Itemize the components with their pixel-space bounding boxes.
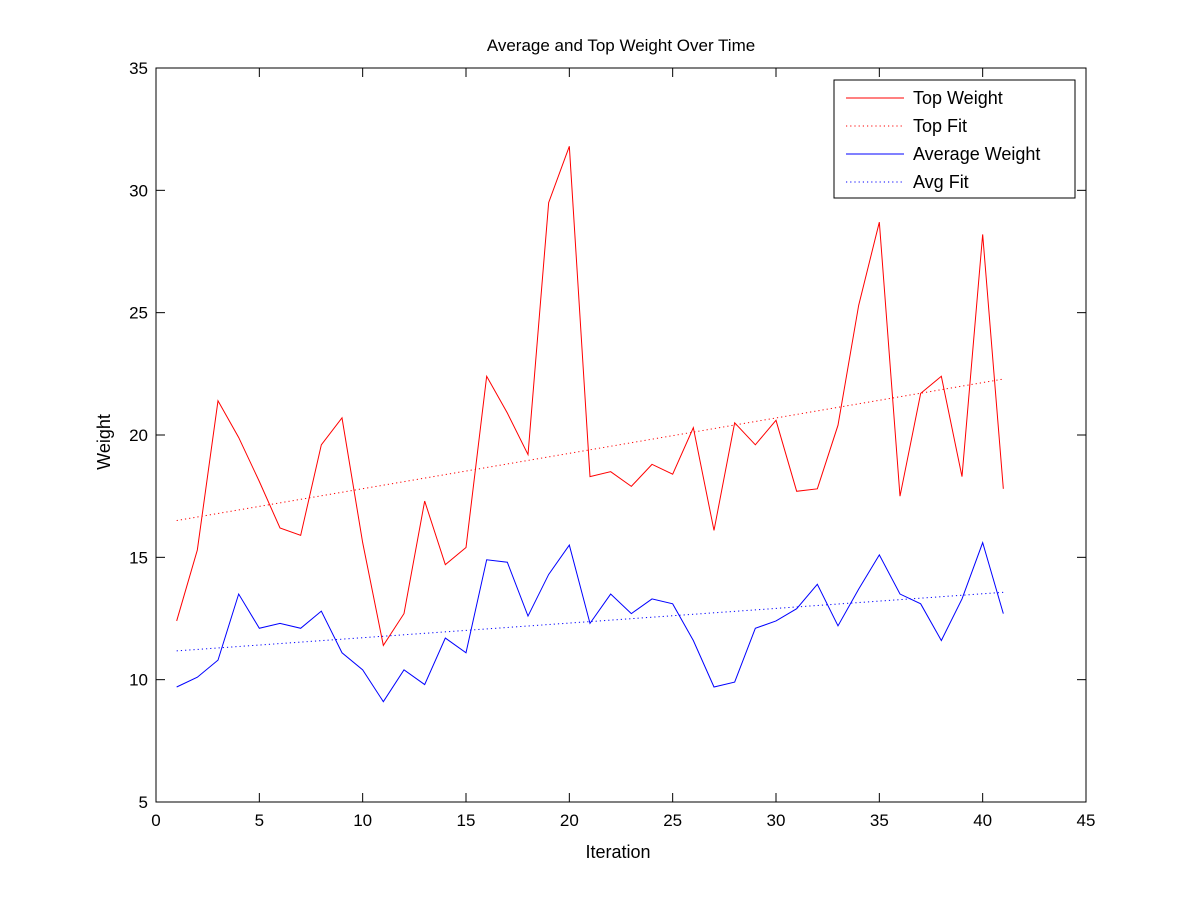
legend-label: Avg Fit [913,172,969,192]
y-tick-label: 10 [129,671,148,690]
plot-frame [155,67,1087,803]
legend-label: Top Fit [913,116,967,136]
series-line-top-weight [176,146,1004,647]
x-tick-label: 25 [663,811,682,830]
y-tick-label: 15 [129,548,148,567]
legend-label: Top Weight [913,88,1003,108]
y-tick-label: 5 [139,793,148,812]
series-line-average-weight [176,541,1004,703]
x-tick-label: 20 [560,811,579,830]
y-tick-label: 25 [129,304,148,323]
legend-box [833,79,1076,199]
y-tick-label: 35 [129,59,148,78]
x-tick-label: 35 [870,811,889,830]
y-axis-label: Weight [94,414,114,470]
series-line-top-fit [176,378,1004,522]
x-tick-label: 40 [973,811,992,830]
series-layer [176,146,1004,703]
x-tick-label: 0 [151,811,160,830]
x-tick-label: 15 [457,811,476,830]
x-tick-label: 5 [255,811,264,830]
legend-label: Average Weight [913,144,1040,164]
x-tick-label: 45 [1077,811,1096,830]
y-tick-label: 20 [129,426,148,445]
x-tick-label: 10 [353,811,372,830]
legend: Top Weight Top Fit Average Weight Avg Fit [833,79,1076,199]
y-tick-label: 30 [129,181,148,200]
x-axis-label: Iteration [585,842,650,862]
chart-title: Average and Top Weight Over Time [487,36,755,55]
x-tick-label: 30 [767,811,786,830]
